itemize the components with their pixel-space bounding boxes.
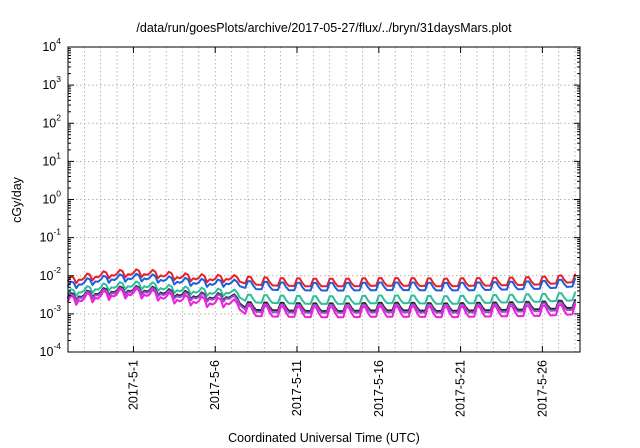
x-tick-label: 2017-5-21	[454, 360, 468, 417]
series-line-1	[67, 268, 577, 288]
series-line-6	[67, 287, 577, 319]
x-axis-label: Coordinated Universal Time (UTC)	[228, 431, 420, 445]
y-tick-label: 10-3	[40, 303, 62, 321]
x-tick-label: 2017-5-1	[126, 360, 140, 410]
y-tick-label: 104	[42, 36, 61, 54]
x-tick-label: 2017-5-26	[535, 360, 549, 417]
y-tick-label: 10-1	[40, 227, 62, 245]
series-line-5	[67, 286, 577, 314]
chart-title: /data/run/goesPlots/archive/2017-05-27/f…	[136, 21, 512, 35]
y-tick-label: 103	[42, 74, 61, 92]
tick-layer: 10-4 10-3 10-2 10-1 100 101 102 103 104 2017-5-1 2…	[40, 36, 580, 417]
y-tick-label: 100	[42, 189, 61, 207]
x-tick-label: 2017-5-16	[372, 360, 386, 417]
y-tick-label: 101	[42, 150, 61, 168]
y-axis-label: cGy/day	[10, 176, 24, 223]
x-tick-label: 2017-5-11	[290, 360, 304, 416]
y-tick-label: 10-4	[40, 341, 62, 359]
series-line-3	[67, 280, 577, 305]
y-tick-label: 10-2	[40, 265, 62, 283]
grid-layer	[68, 47, 580, 352]
x-tick-label: 2017-5-6	[208, 360, 222, 410]
series-layer	[67, 268, 577, 319]
y-tick-label: 102	[42, 112, 61, 130]
series-line-2	[67, 272, 577, 292]
